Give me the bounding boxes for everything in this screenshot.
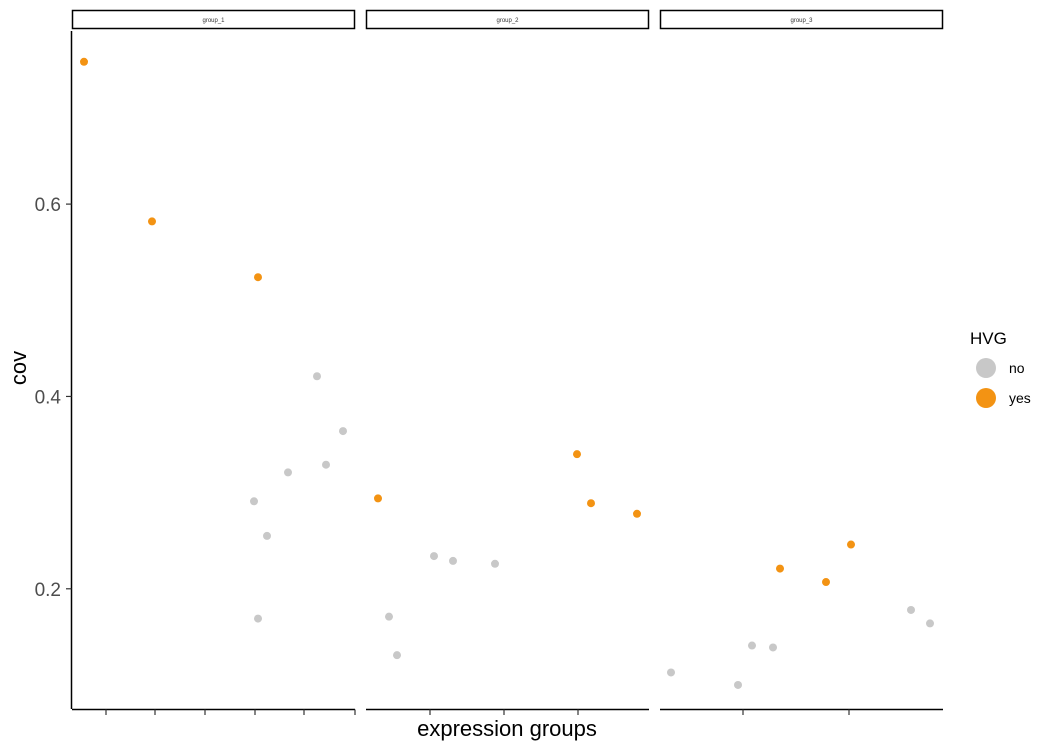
y-tick-label: 0.6 xyxy=(35,195,61,216)
data-point-yes xyxy=(587,499,595,508)
data-point-yes xyxy=(573,450,581,459)
data-point-yes xyxy=(148,217,156,226)
legend-label-yes: yes xyxy=(1009,390,1031,406)
facet-strip xyxy=(71,9,356,30)
legend-key-no xyxy=(976,358,996,378)
data-point-no xyxy=(667,668,675,677)
data-point-no xyxy=(926,619,934,628)
data-point-yes xyxy=(776,564,784,573)
data-point-no xyxy=(769,643,777,652)
data-point-no xyxy=(393,651,401,660)
data-point-no xyxy=(322,460,330,469)
data-point-no xyxy=(263,531,271,540)
data-point-no xyxy=(449,556,457,565)
data-point-yes xyxy=(254,273,262,282)
facet-strip-label: group_3 xyxy=(790,18,813,24)
data-point-yes xyxy=(822,578,830,587)
data-point-no xyxy=(339,427,347,436)
data-point-yes xyxy=(847,540,855,549)
data-point-yes xyxy=(374,494,382,503)
facet-strip xyxy=(365,9,650,30)
data-point-no xyxy=(430,552,438,561)
x-axis-title: expression groups xyxy=(417,716,597,741)
facet-strip-label: group_2 xyxy=(496,18,519,24)
legend-label-no: no xyxy=(1009,360,1025,376)
data-point-yes xyxy=(80,57,88,66)
data-point-no xyxy=(907,605,915,614)
y-axis-title: cov xyxy=(6,351,31,385)
data-point-no xyxy=(284,468,292,477)
facet-strip-label: group_1 xyxy=(202,18,225,24)
data-point-no xyxy=(250,497,258,506)
facet-strip xyxy=(659,9,944,30)
y-tick-label: 0.2 xyxy=(35,580,61,601)
data-point-yes xyxy=(633,509,641,518)
data-point-no xyxy=(491,559,499,568)
data-point-no xyxy=(313,372,321,381)
y-tick-label: 0.4 xyxy=(35,387,62,408)
legend-key-yes xyxy=(976,388,996,408)
data-point-no xyxy=(748,641,756,650)
data-point-no xyxy=(385,612,393,621)
data-point-no xyxy=(734,680,742,689)
data-point-no xyxy=(254,614,262,623)
legend-title: HVG xyxy=(970,329,1007,348)
